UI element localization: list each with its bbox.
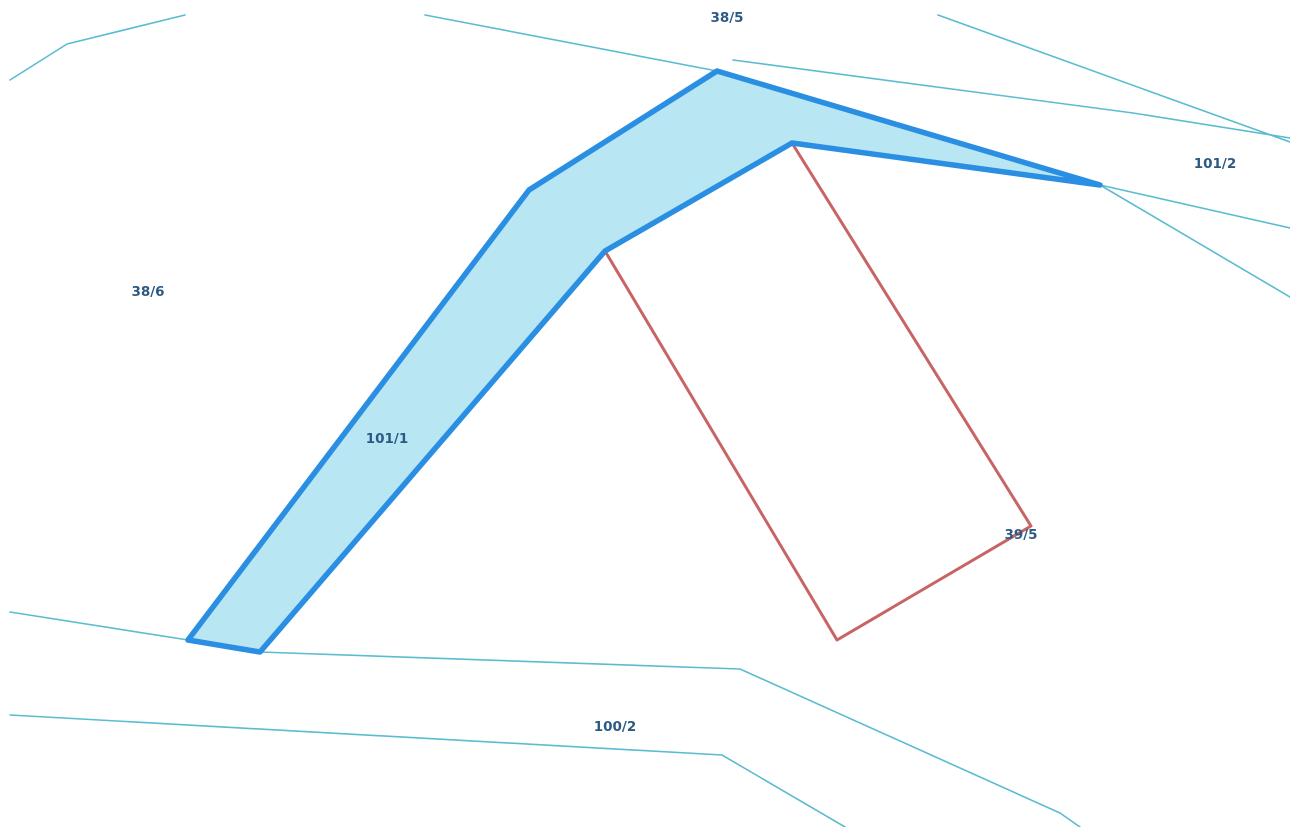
parcel-label-101-2[interactable]: 101/2 bbox=[1194, 156, 1237, 172]
parcel-label-101-1[interactable]: 101/1 bbox=[366, 431, 409, 447]
parcel-label-39-5[interactable]: 39/5 bbox=[1004, 527, 1037, 543]
parcel-boundary-top bbox=[424, 14, 718, 72]
parcel-boundary-top-left bbox=[9, 14, 186, 81]
parcel-boundary-top-right bbox=[732, 59, 1290, 139]
selected-parcel-101-1[interactable] bbox=[185, 68, 1103, 655]
parcel-boundary-right bbox=[1099, 184, 1290, 229]
parcel-labels: 38/5 101/2 38/6 101/1 39/5 100/2 bbox=[131, 10, 1236, 735]
parcel-label-100-2[interactable]: 100/2 bbox=[594, 719, 637, 735]
parcel-boundary-road-upper bbox=[259, 651, 1081, 827]
parcel-label-38-6[interactable]: 38/6 bbox=[131, 284, 164, 300]
parcel-label-38-5[interactable]: 38/5 bbox=[710, 10, 743, 26]
parcel-boundary-road-lower bbox=[9, 714, 846, 827]
building-outline-39-5[interactable] bbox=[603, 141, 1033, 642]
parcel-boundary-top-right-diagonal bbox=[937, 14, 1290, 143]
parcel-boundary-bottom-left bbox=[9, 611, 189, 641]
parcel-boundaries bbox=[9, 14, 1290, 827]
parcel-boundary-right-lower bbox=[1099, 184, 1290, 298]
